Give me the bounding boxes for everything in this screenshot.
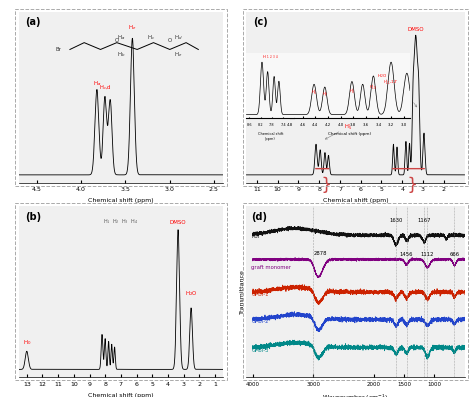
- Text: 666: 666: [449, 252, 459, 257]
- Text: H$_1$  H$_2$  H$_3$  H$_4$: H$_1$ H$_2$ H$_3$ H$_4$: [103, 218, 138, 226]
- Text: H$_c$,d: H$_c$,d: [100, 84, 112, 93]
- Text: GPBI-2: GPBI-2: [251, 319, 269, 324]
- X-axis label: Chemical shift (ppm): Chemical shift (ppm): [88, 198, 154, 203]
- Text: O: O: [115, 38, 119, 42]
- Text: (a): (a): [25, 17, 41, 27]
- Text: H$_e$: H$_e$: [128, 23, 137, 32]
- Text: H$_e$: H$_e$: [174, 50, 182, 59]
- Text: GPBI-3: GPBI-3: [251, 348, 269, 353]
- Text: H$_d$: H$_d$: [173, 33, 182, 42]
- Text: H$_a$: H$_a$: [93, 79, 101, 88]
- Text: O: O: [168, 38, 172, 42]
- Text: DMSO: DMSO: [408, 27, 424, 31]
- Text: H$_a$: H$_a$: [117, 33, 125, 42]
- Text: H$_9'$: H$_9'$: [402, 88, 417, 107]
- Text: H$_5'$: H$_5'$: [325, 122, 352, 139]
- Text: GPBI-1: GPBI-1: [251, 292, 269, 297]
- Text: {: {: [403, 173, 414, 191]
- Text: {: {: [317, 173, 328, 191]
- Text: PBI: PBI: [251, 234, 260, 239]
- Text: H$_2$O: H$_2$O: [185, 289, 198, 298]
- X-axis label: Chemical shift (ppm): Chemical shift (ppm): [88, 393, 154, 397]
- Text: (b): (b): [25, 212, 41, 222]
- Text: H$_c$: H$_c$: [147, 33, 155, 42]
- Text: H$_b$: H$_b$: [117, 50, 125, 59]
- Text: (c): (c): [253, 17, 268, 27]
- Text: 1112: 1112: [421, 252, 434, 257]
- Text: Br: Br: [56, 47, 62, 52]
- Text: H$_0$: H$_0$: [23, 339, 31, 347]
- Text: 1630: 1630: [390, 218, 403, 223]
- Text: 1167: 1167: [418, 218, 431, 223]
- Text: 1456: 1456: [400, 252, 413, 257]
- X-axis label: Chemical shift (ppm): Chemical shift (ppm): [323, 198, 388, 203]
- Text: (d): (d): [251, 212, 267, 222]
- Text: 2878: 2878: [314, 251, 327, 256]
- Text: DMSO: DMSO: [170, 220, 186, 225]
- Text: graft monomer: graft monomer: [251, 265, 292, 270]
- Y-axis label: Transmittance: Transmittance: [240, 269, 245, 314]
- X-axis label: Wavenumber (cm$^{-1}$): Wavenumber (cm$^{-1}$): [322, 393, 389, 397]
